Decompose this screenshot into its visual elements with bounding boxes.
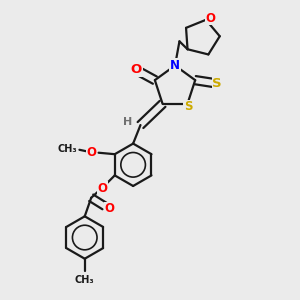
- Text: O: O: [105, 202, 115, 215]
- Text: S: S: [212, 76, 222, 90]
- Text: H: H: [124, 116, 133, 127]
- Text: O: O: [86, 146, 96, 159]
- Text: CH₃: CH₃: [75, 274, 94, 285]
- Text: O: O: [97, 182, 107, 195]
- Text: S: S: [184, 100, 192, 113]
- Text: N: N: [170, 59, 180, 72]
- Text: O: O: [206, 12, 215, 25]
- Text: CH₃: CH₃: [58, 144, 77, 154]
- Text: O: O: [131, 63, 142, 76]
